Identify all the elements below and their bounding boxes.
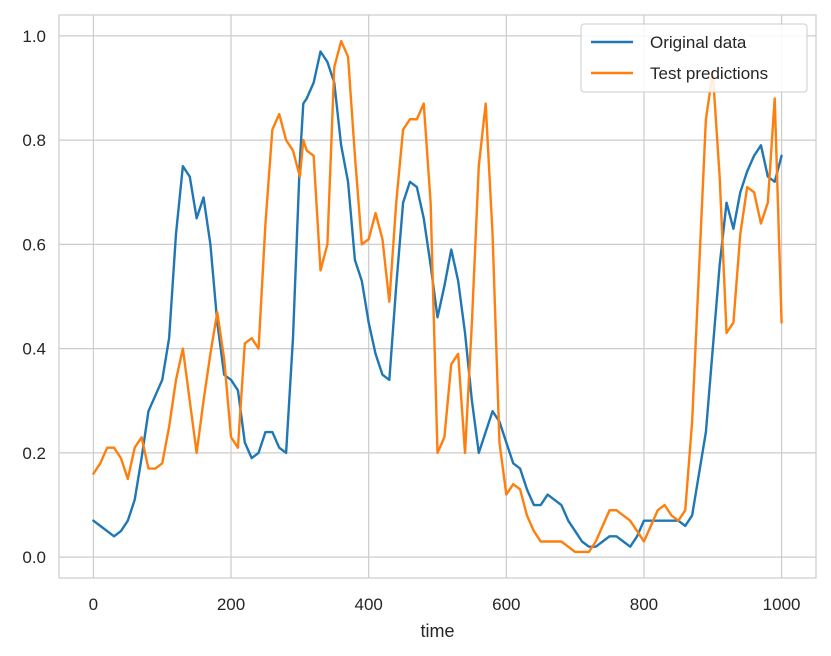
x-tick-label: 600 [492, 595, 520, 614]
x-axis-label: time [420, 621, 454, 641]
y-tick-label: 0.6 [22, 235, 46, 254]
x-tick-label: 0 [89, 595, 98, 614]
x-tick-label: 200 [217, 595, 245, 614]
legend-box [580, 23, 808, 93]
plot-frame [58, 14, 817, 579]
x-tick-label: 400 [354, 595, 382, 614]
plot-area [59, 15, 816, 578]
series-line-test-predictions [92, 39, 783, 554]
y-tick-label: 1.0 [22, 27, 46, 46]
y-tick-label: 0.0 [22, 548, 46, 567]
y-tick-labels: 0.0 0.2 0.4 0.6 0.8 1.0 [22, 27, 46, 567]
legend-label-original-data: Original data [650, 33, 747, 52]
y-tick-label: 0.2 [22, 444, 46, 463]
x-tick-label: 800 [630, 595, 658, 614]
y-tick-label: 0.8 [22, 131, 46, 150]
legend-label-test-predictions: Test predictions [650, 64, 768, 83]
series-layer [92, 39, 783, 554]
x-tick-labels: 0 200 400 600 800 1000 [89, 595, 801, 614]
x-tick-label: 1000 [763, 595, 801, 614]
y-tick-label: 0.4 [22, 340, 46, 359]
legend: Original data Test predictions [580, 23, 808, 93]
